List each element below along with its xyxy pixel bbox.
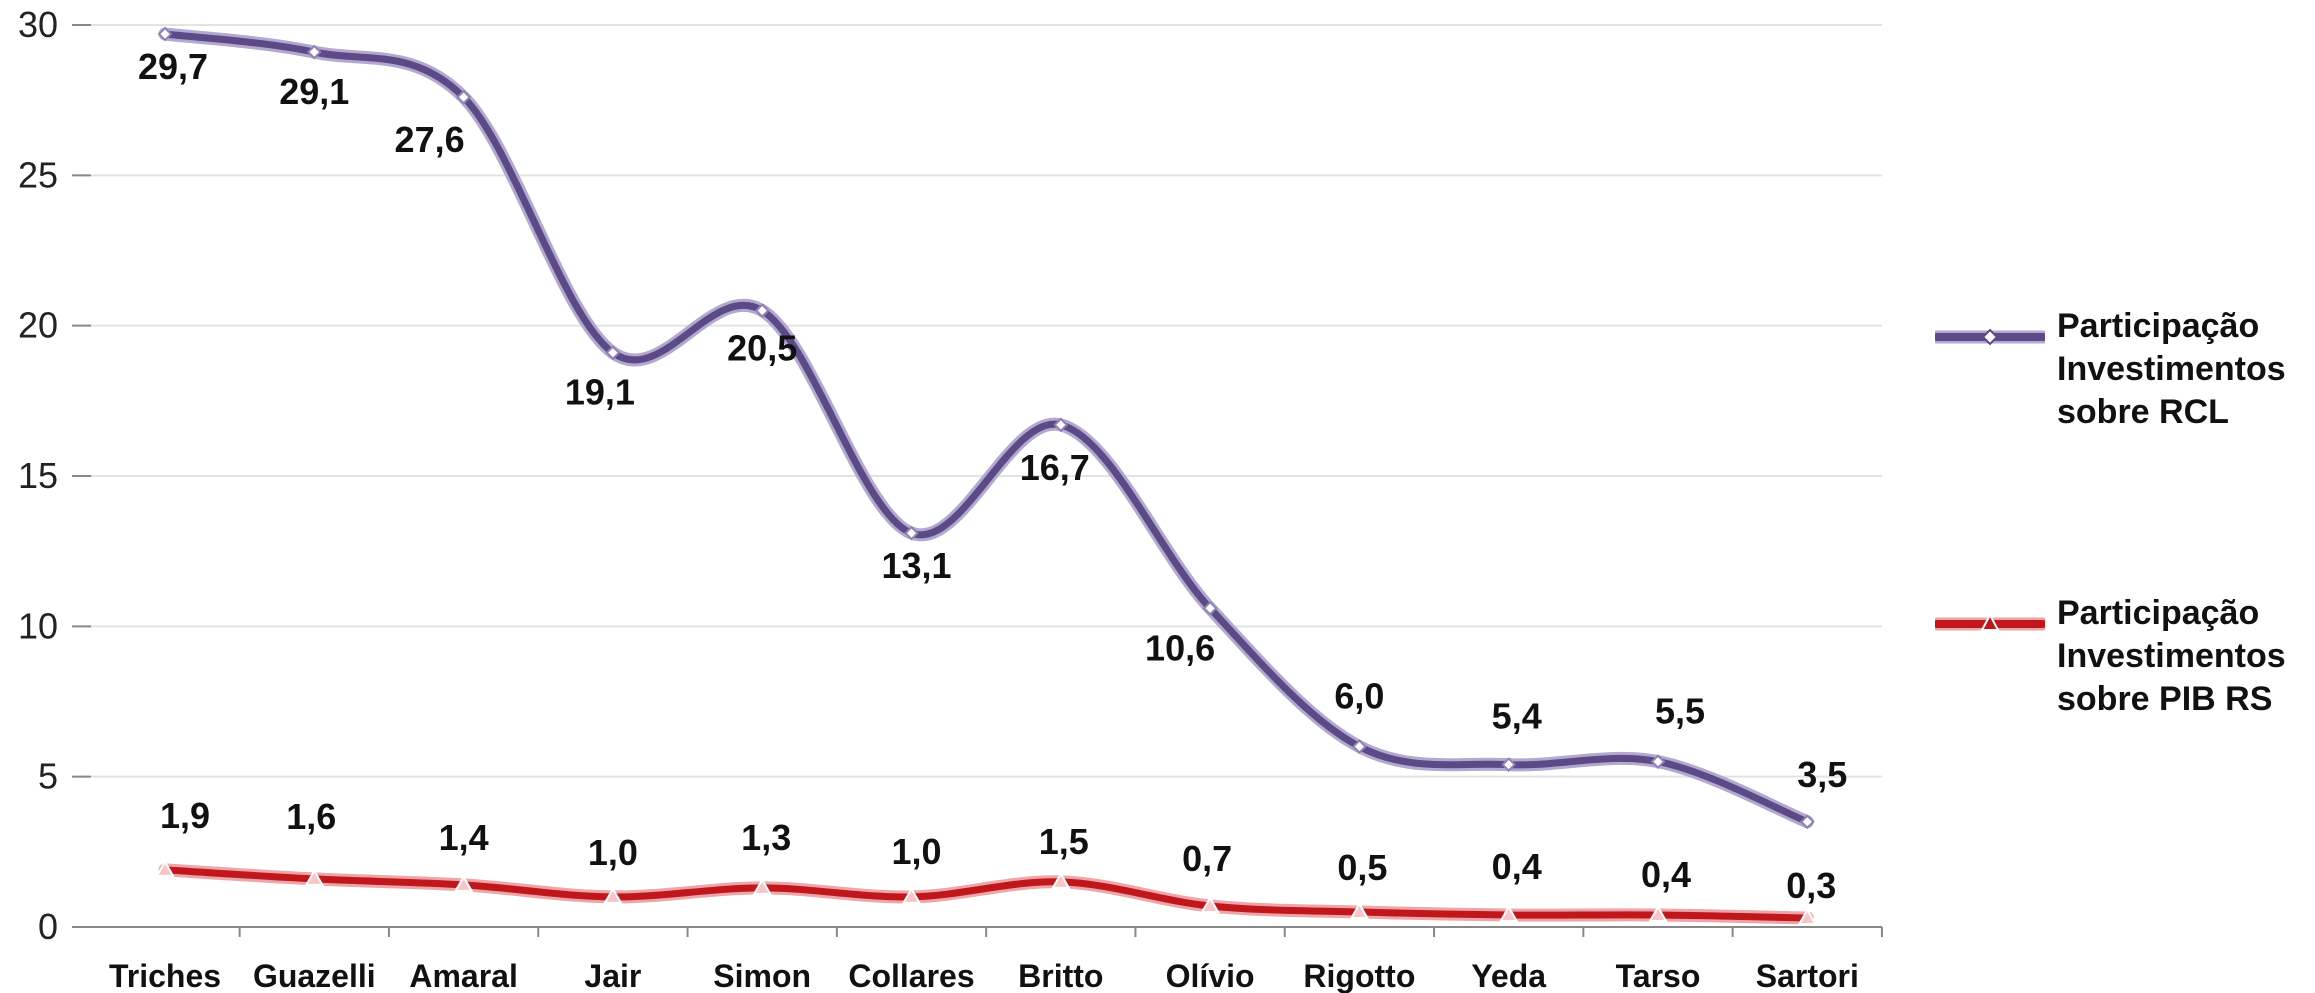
data-label-rcl: 13,1	[881, 545, 951, 586]
data-point-pib	[603, 886, 623, 904]
data-point-rcl	[1799, 814, 1815, 830]
series-markers	[155, 26, 1818, 925]
x-tick-label: Guazelli	[253, 958, 376, 993]
legend-label-pib: Participação Investimentos sobre PIB RS	[2057, 594, 2286, 718]
data-point-pib	[155, 859, 175, 877]
legend-swatch-pib	[1935, 612, 2045, 631]
x-tick-label: Simon	[713, 958, 811, 993]
data-label-pib: 0,7	[1182, 838, 1232, 879]
y-tick-label: 5	[38, 756, 58, 797]
y-tick-label: 0	[38, 906, 58, 947]
data-point-pib	[453, 874, 474, 892]
y-tick-label: 20	[18, 305, 58, 346]
data-point-pib	[1051, 871, 1071, 889]
series-line-pib	[161, 866, 1811, 922]
data-point-rcl	[1501, 757, 1517, 773]
data-label-pib: 0,4	[1492, 846, 1542, 887]
data-label-pib: 1,3	[741, 817, 791, 858]
data-point-rcl	[306, 44, 322, 60]
data-point-rcl	[904, 525, 919, 541]
data-label-rcl: 20,5	[727, 328, 797, 369]
x-tick-label: Rigotto	[1303, 958, 1415, 993]
data-point-pib	[901, 886, 922, 904]
series-line-glow	[158, 863, 1814, 925]
data-point-pib	[752, 877, 772, 895]
x-tick-label: Jair	[584, 958, 641, 993]
data-point-pib	[304, 868, 325, 886]
data-label-pib: 1,6	[286, 796, 336, 837]
y-tick-labels: 0 5 10 15 20 25 30	[18, 4, 58, 947]
legend-item-pib: Participação Investimentos sobre PIB RS	[1935, 592, 2315, 721]
gridlines	[85, 24, 1882, 778]
data-point-pib	[1797, 907, 1818, 925]
x-tick-label: Tarso	[1616, 958, 1701, 993]
data-label-rcl: 27,6	[395, 119, 465, 160]
x-tick-labels: Triches Guazelli Amaral Jair Simon Collares Br…	[109, 958, 1859, 993]
data-point-pib	[1200, 895, 1220, 913]
x-tick-label: Yeda	[1471, 958, 1546, 993]
data-label-pib: 1,5	[1039, 821, 1089, 862]
x-tick-label: Amaral	[409, 958, 518, 993]
data-point-rcl	[1053, 417, 1069, 433]
data-point-rcl	[754, 303, 770, 319]
data-label-rcl: 29,7	[138, 46, 208, 87]
data-label-pib: 0,5	[1337, 847, 1387, 888]
data-label-rcl: 19,1	[565, 372, 635, 413]
legend-label-rcl: Participação Investimentos sobre RCL	[2057, 307, 2286, 431]
data-label-rcl: 5,5	[1655, 691, 1705, 732]
data-label-pib: 1,9	[160, 795, 210, 836]
data-point-rcl	[605, 345, 621, 361]
data-label-pib: 0,3	[1786, 865, 1836, 906]
data-point-pib	[1349, 901, 1370, 919]
data-label-rcl: 5,4	[1492, 696, 1542, 737]
x-tick-label: Triches	[109, 958, 221, 993]
data-label-rcl: 16,7	[1020, 447, 1090, 488]
legend-item-rcl: Participação Investimentos sobre RCL	[1935, 305, 2315, 434]
legend-swatch-rcl	[1935, 328, 2045, 346]
data-point-rcl	[1650, 754, 1666, 770]
data-label-pib: 1,0	[891, 831, 941, 872]
axes	[72, 24, 1883, 937]
y-tick-label: 15	[18, 455, 58, 496]
y-tick-label: 25	[18, 154, 58, 195]
data-label-rcl: 29,1	[279, 71, 349, 112]
y-tick-label: 10	[18, 605, 58, 646]
data-label-pib: 1,4	[439, 817, 489, 858]
x-tick-label: Olívio	[1166, 958, 1255, 993]
data-point-rcl	[1351, 739, 1367, 755]
data-point-rcl	[157, 26, 173, 42]
data-point-pib	[1648, 904, 1668, 922]
x-tick-label: Collares	[848, 958, 974, 993]
data-labels: 29,7 29,1 27,6 19,1 20,5 13,1 16,7 10,6 6,0 5,4 5,…	[138, 46, 1847, 906]
data-label-pib: 0,4	[1641, 854, 1691, 895]
y-tick-label: 30	[18, 4, 58, 45]
data-label-rcl: 10,6	[1145, 627, 1215, 668]
x-tick-label: Sartori	[1756, 958, 1859, 993]
data-label-rcl: 6,0	[1334, 676, 1384, 717]
data-point-rcl	[456, 89, 472, 105]
data-label-rcl: 3,5	[1797, 754, 1847, 795]
x-tick-label: Britto	[1018, 958, 1103, 993]
data-point-pib	[1498, 904, 1519, 922]
data-point-rcl	[1202, 600, 1218, 616]
data-label-pib: 1,0	[588, 832, 638, 873]
